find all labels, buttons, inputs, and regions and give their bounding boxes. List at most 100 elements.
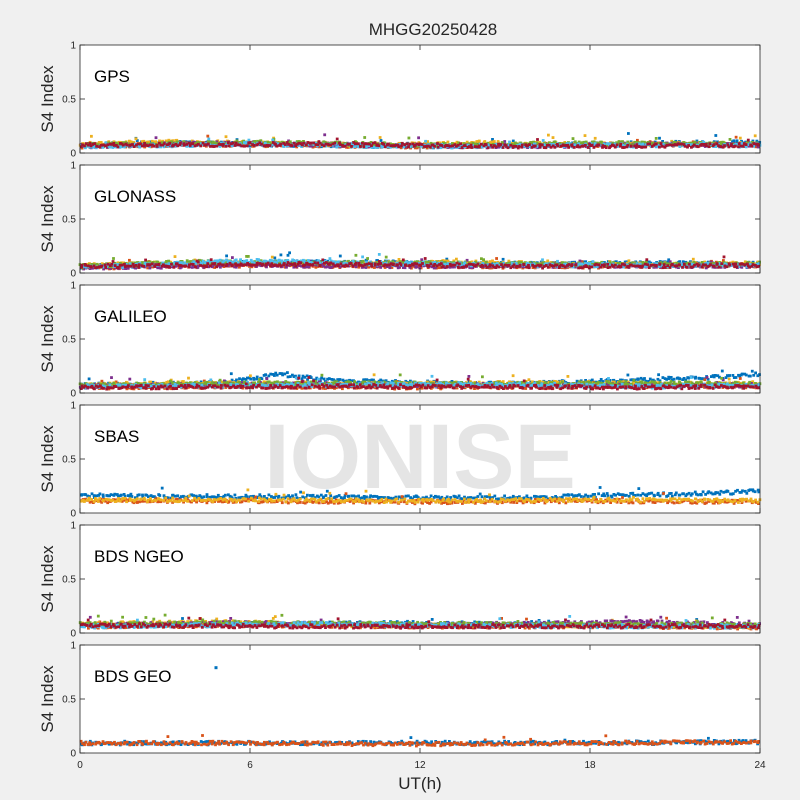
data-point bbox=[734, 135, 738, 139]
data-point bbox=[140, 140, 144, 143]
data-point bbox=[305, 143, 308, 147]
data-point bbox=[388, 145, 392, 149]
data-point bbox=[661, 140, 664, 143]
data-point bbox=[604, 146, 608, 149]
data-point bbox=[583, 134, 587, 137]
data-point bbox=[354, 142, 358, 146]
data-point bbox=[486, 143, 490, 147]
data-point bbox=[159, 143, 163, 147]
data-point bbox=[166, 143, 169, 147]
data-point bbox=[431, 143, 435, 147]
data-point bbox=[373, 141, 377, 144]
data-point bbox=[488, 260, 492, 263]
data-point bbox=[187, 141, 191, 145]
data-point bbox=[231, 141, 235, 145]
data-point bbox=[673, 141, 677, 144]
data-point bbox=[112, 257, 115, 260]
data-point bbox=[533, 144, 537, 148]
y-tick-label: 0 bbox=[70, 149, 76, 160]
data-point bbox=[578, 259, 582, 263]
data-point bbox=[707, 145, 711, 149]
data-point bbox=[480, 145, 484, 149]
data-point bbox=[357, 265, 361, 269]
data-point bbox=[342, 145, 345, 148]
data-point bbox=[106, 143, 110, 147]
data-point bbox=[588, 262, 592, 265]
data-point bbox=[627, 132, 630, 135]
data-point bbox=[236, 141, 240, 145]
data-point bbox=[431, 145, 435, 149]
data-point bbox=[245, 141, 249, 144]
data-point bbox=[255, 265, 258, 268]
data-point bbox=[515, 142, 519, 146]
data-point bbox=[394, 260, 397, 263]
data-point bbox=[490, 266, 494, 270]
data-point bbox=[420, 143, 424, 146]
data-point bbox=[363, 142, 367, 146]
data-point bbox=[148, 140, 152, 144]
data-point bbox=[426, 260, 429, 264]
data-point bbox=[443, 266, 447, 269]
data-point bbox=[328, 257, 332, 260]
data-point bbox=[158, 139, 161, 143]
data-point bbox=[466, 143, 470, 147]
data-point bbox=[315, 263, 319, 267]
data-point bbox=[285, 141, 289, 144]
data-point bbox=[236, 143, 240, 147]
data-point bbox=[383, 145, 387, 149]
data-point bbox=[693, 140, 697, 144]
data-point bbox=[152, 144, 156, 148]
data-point bbox=[530, 146, 534, 149]
data-point bbox=[468, 266, 472, 270]
data-point bbox=[86, 262, 90, 266]
data-point bbox=[161, 143, 165, 147]
data-point bbox=[193, 258, 197, 262]
data-point bbox=[236, 261, 240, 264]
data-point bbox=[593, 144, 597, 148]
data-point bbox=[192, 260, 196, 264]
data-point bbox=[551, 144, 555, 148]
data-point bbox=[621, 146, 624, 149]
data-point bbox=[331, 142, 335, 146]
data-point bbox=[542, 146, 546, 149]
data-point bbox=[459, 142, 462, 146]
data-point bbox=[185, 143, 189, 146]
data-point bbox=[668, 260, 672, 264]
data-point bbox=[252, 144, 256, 147]
data-point bbox=[629, 140, 633, 144]
data-point bbox=[473, 145, 477, 148]
data-point bbox=[132, 141, 136, 144]
data-point bbox=[103, 263, 107, 267]
data-point bbox=[226, 141, 230, 145]
data-point bbox=[201, 259, 205, 263]
data-point bbox=[538, 140, 542, 144]
data-point bbox=[451, 265, 455, 269]
data-point bbox=[549, 145, 553, 149]
data-point bbox=[434, 265, 438, 269]
data-point bbox=[415, 265, 418, 268]
data-point bbox=[436, 145, 440, 149]
data-point bbox=[678, 142, 682, 146]
data-point bbox=[477, 139, 481, 143]
data-point bbox=[654, 265, 658, 269]
data-point bbox=[361, 259, 365, 263]
data-point bbox=[422, 264, 425, 268]
data-point bbox=[756, 260, 760, 264]
data-point bbox=[633, 144, 636, 148]
data-point bbox=[535, 141, 539, 145]
data-point bbox=[603, 261, 606, 264]
data-point bbox=[488, 261, 491, 265]
data-point bbox=[248, 141, 252, 144]
data-point bbox=[415, 142, 419, 146]
data-point bbox=[463, 261, 467, 265]
data-point bbox=[506, 146, 510, 150]
data-point bbox=[428, 260, 432, 264]
data-point bbox=[581, 144, 585, 148]
data-point bbox=[191, 144, 195, 148]
data-point bbox=[516, 146, 520, 150]
data-point bbox=[168, 262, 172, 266]
data-point bbox=[128, 258, 131, 262]
data-point bbox=[338, 141, 341, 145]
data-point bbox=[193, 144, 197, 148]
data-point bbox=[437, 266, 441, 270]
